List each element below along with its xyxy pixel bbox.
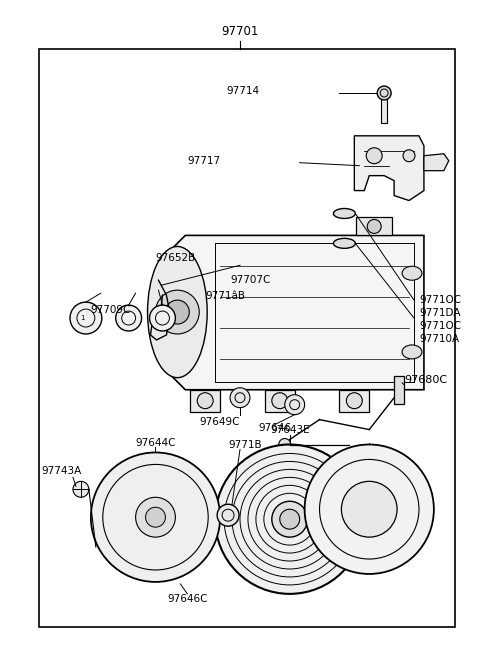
Text: 97644C: 97644C <box>135 438 176 447</box>
Bar <box>190 390 220 412</box>
Text: 97701: 97701 <box>221 25 259 37</box>
Ellipse shape <box>402 345 422 359</box>
Circle shape <box>156 290 199 334</box>
Polygon shape <box>424 154 449 171</box>
Circle shape <box>341 482 397 537</box>
Text: 9771OC: 9771OC <box>419 321 461 331</box>
Bar <box>39 49 455 627</box>
Text: 97717: 97717 <box>187 156 220 166</box>
Text: 9771B: 9771B <box>228 440 262 449</box>
Circle shape <box>136 497 175 537</box>
Circle shape <box>285 395 305 415</box>
Circle shape <box>197 393 213 409</box>
Text: 9771OC: 9771OC <box>419 295 461 305</box>
Text: 97646C: 97646C <box>167 594 207 604</box>
Bar <box>381 95 387 123</box>
Circle shape <box>347 393 362 409</box>
Circle shape <box>73 482 89 497</box>
Bar <box>339 390 369 412</box>
Text: 97709C: 97709C <box>91 305 131 315</box>
Circle shape <box>272 501 308 537</box>
Circle shape <box>166 300 189 324</box>
Text: 97714: 97714 <box>227 86 260 96</box>
Text: 97643E: 97643E <box>270 424 310 434</box>
Circle shape <box>230 388 250 407</box>
Circle shape <box>150 305 175 331</box>
Circle shape <box>403 150 415 162</box>
Circle shape <box>366 148 382 164</box>
Bar <box>265 390 295 412</box>
Ellipse shape <box>147 246 207 378</box>
Text: 9771DA: 9771DA <box>419 308 460 318</box>
Circle shape <box>145 507 166 527</box>
Text: 97646: 97646 <box>258 422 291 432</box>
Bar <box>394 376 404 403</box>
Text: 97707C: 97707C <box>230 275 270 285</box>
Text: 97680C: 97680C <box>404 374 447 385</box>
Bar <box>356 217 392 235</box>
Circle shape <box>272 393 288 409</box>
Circle shape <box>217 505 239 526</box>
Circle shape <box>280 509 300 529</box>
Circle shape <box>215 445 364 594</box>
Circle shape <box>116 305 142 331</box>
Text: 97652B: 97652B <box>155 254 195 263</box>
Text: 97743A: 97743A <box>41 466 81 476</box>
Circle shape <box>377 86 391 100</box>
Text: 97649C: 97649C <box>200 417 240 426</box>
Circle shape <box>305 445 434 574</box>
Polygon shape <box>166 235 424 390</box>
Text: 9771âB: 9771âB <box>205 291 245 301</box>
Ellipse shape <box>402 266 422 280</box>
Text: 97710A: 97710A <box>419 334 459 344</box>
Circle shape <box>70 302 102 334</box>
Ellipse shape <box>334 208 355 219</box>
Text: 1: 1 <box>81 315 85 321</box>
Circle shape <box>91 453 220 582</box>
Circle shape <box>279 438 291 451</box>
Polygon shape <box>354 136 424 200</box>
Ellipse shape <box>334 238 355 248</box>
Circle shape <box>367 219 381 233</box>
